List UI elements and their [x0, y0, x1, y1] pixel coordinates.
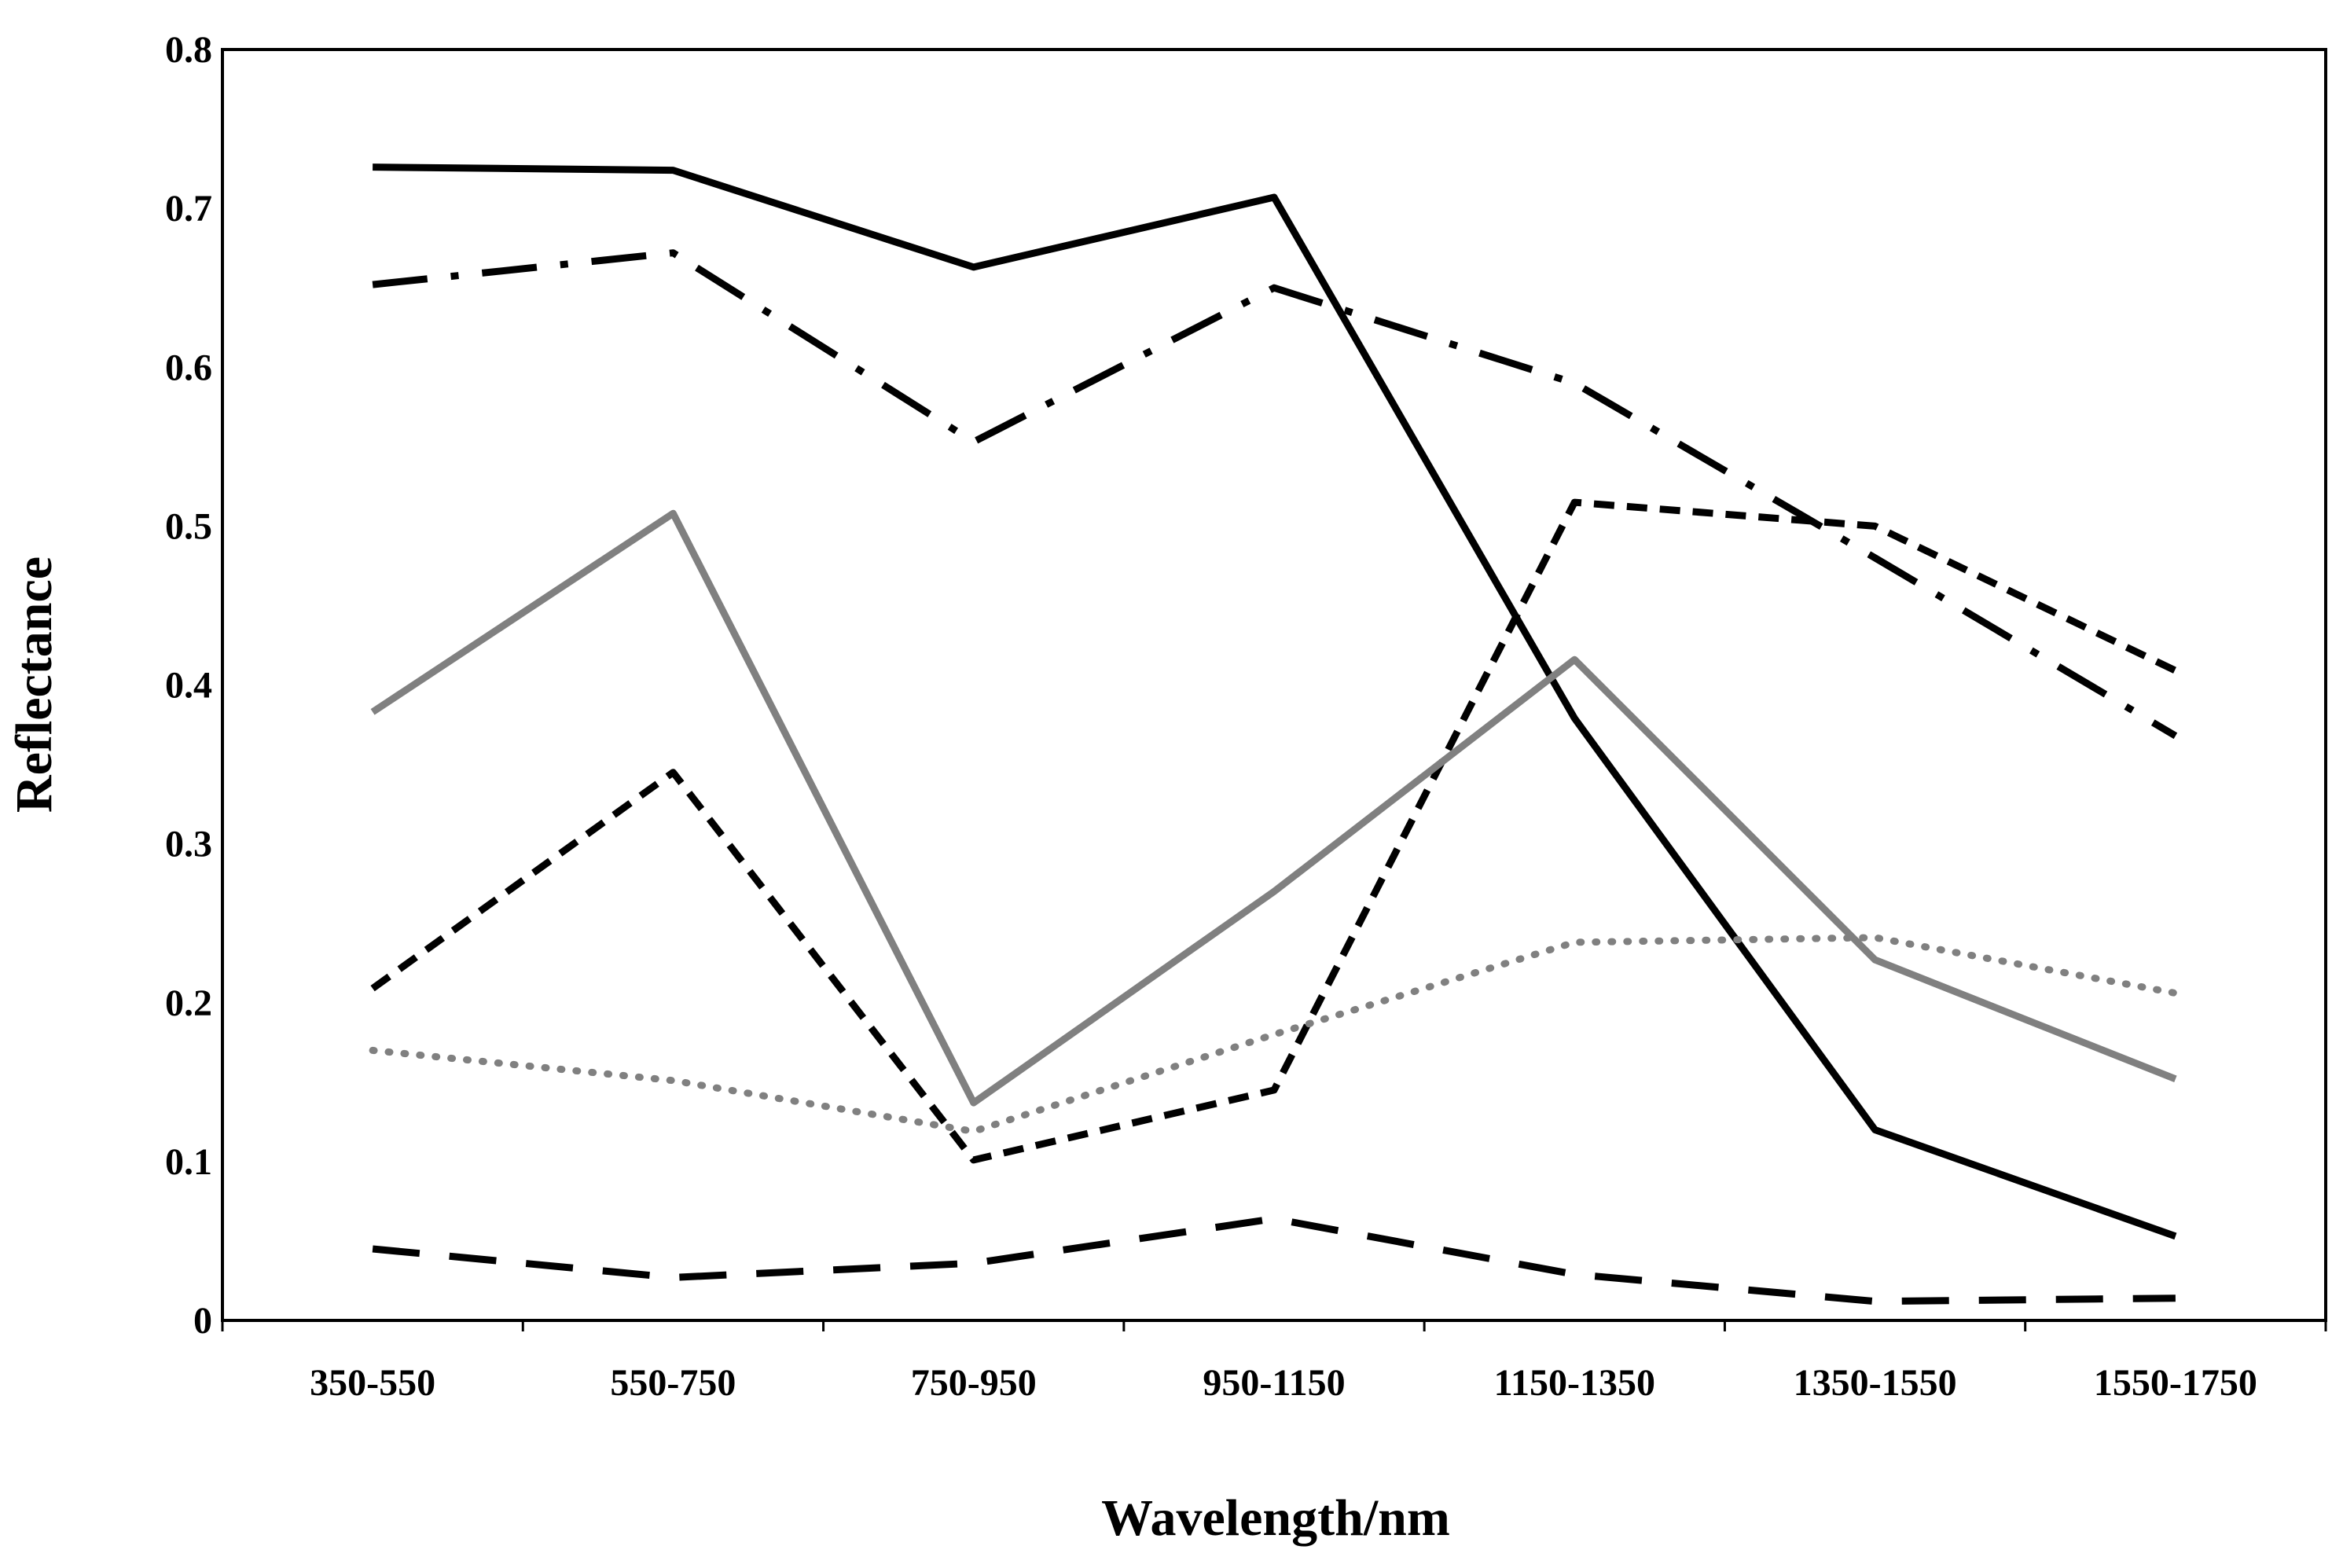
series-lines — [369, 163, 2180, 1305]
x-tick-label: 1150-1350 — [1494, 1362, 1655, 1404]
x-axis-title: Wavelength/nm — [1101, 1489, 1450, 1547]
y-tick-label: 0.1 — [165, 1141, 212, 1183]
y-tick-label: 0.2 — [165, 982, 212, 1024]
x-tick-label: 1350-1550 — [1794, 1362, 1957, 1404]
series-line-solid-gray — [370, 509, 2177, 1107]
x-tick-label: 1550-1750 — [2094, 1362, 2257, 1404]
plot-area-frame — [221, 48, 2327, 1322]
x-tick-label: 350-550 — [310, 1362, 435, 1404]
series-line-solid-black — [373, 163, 2177, 1240]
y-tick-label: 0.3 — [165, 824, 212, 865]
x-tick-label: 950-1150 — [1203, 1362, 1345, 1404]
y-tick-label: 0.5 — [165, 505, 212, 547]
x-tick-label: 750-950 — [911, 1362, 1037, 1404]
y-axis-tick-labels: 0 0.1 0.2 0.3 0.4 0.5 0.6 0.7 0.8 — [165, 29, 212, 1342]
series-line-short-dash-black — [370, 498, 2177, 1164]
series-line-dash-dot-black — [372, 249, 2178, 740]
y-axis-title: Reflectance — [6, 556, 63, 813]
y-tick-label: 0.6 — [165, 347, 212, 388]
y-tick-label: 0 — [193, 1300, 212, 1342]
y-tick-label: 0.8 — [165, 29, 212, 71]
x-axis-ticks — [221, 1320, 2327, 1331]
series-line-long-dash-black — [372, 1215, 2176, 1305]
y-tick-label: 0.4 — [165, 665, 212, 707]
x-tick-label: 550-750 — [610, 1362, 736, 1404]
y-tick-label: 0.7 — [165, 188, 212, 230]
series-line-dotted-gray — [369, 934, 2180, 1135]
x-axis-tick-labels: 350-550 550-750 750-950 950-1150 1150-1350 13… — [310, 1362, 2257, 1404]
